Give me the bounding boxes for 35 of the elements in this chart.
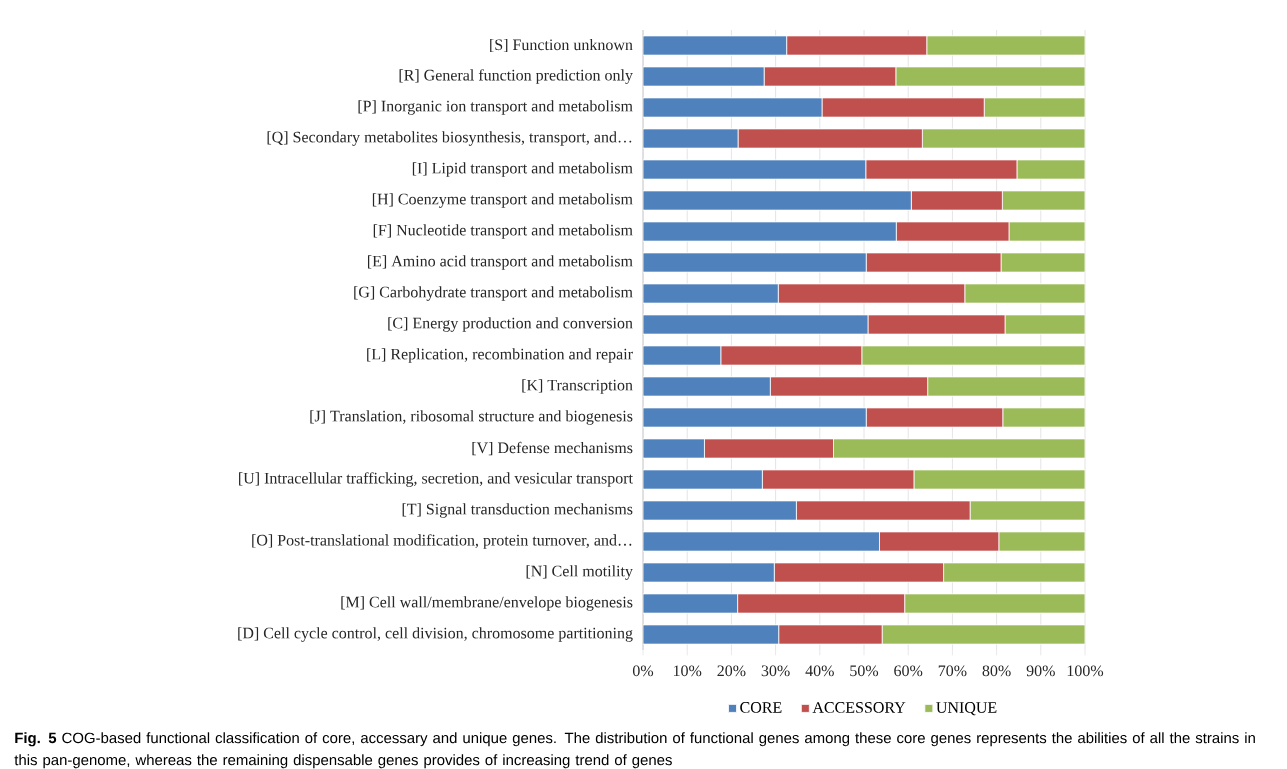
x-tick-label: 20% (717, 665, 746, 677)
x-tick-label: 100% (1067, 665, 1104, 677)
y-tick-label: [R] General function prediction only (399, 69, 633, 84)
y-tick-label: [I] Lipid transport and metabolism (412, 162, 633, 177)
x-tick-label: 70% (938, 665, 967, 677)
text: Fig. 5 COG-based functional classification of core, accessary and unique genes. The distribution of functional genes among these core genes represents the abilities of all the strains in this pan-genome, whereas the remaining dispensable genes provides of increasing trend of genes (14, 732, 1255, 769)
y-tick-label: [G] Carbohydrate transport and metabolism (354, 286, 633, 301)
x-tick-label: 10% (673, 665, 702, 677)
y-tick-label: [O] Post-translational modification, protein turnover, and… (252, 534, 632, 549)
legend-label: CORE (740, 702, 782, 713)
x-tick-label: 90% (1026, 665, 1055, 677)
y-tick-label: [M] Cell wall/membrane/envelope biogenesis (341, 596, 633, 611)
y-tick-label: [J] Translation, ribosomal structure and biogenesis (310, 410, 633, 425)
y-tick-label: [U] Intracellular trafficking, secretion, and vesicular transport (239, 472, 633, 487)
x-tick-label: 30% (761, 665, 790, 677)
legend-label: UNIQUE (936, 702, 997, 716)
y-tick-label: [Q] Secondary metabolites biosynthesis, transport, and… (267, 131, 632, 146)
y-tick-label: [D] Cell cycle control, cell division, chromosome partitioning (238, 627, 633, 642)
y-tick-label: [F] Nucleotide transport and metabolism (373, 224, 633, 239)
x-tick-label: 40% (805, 665, 834, 677)
y-tick-label: [K] Transcription (522, 379, 633, 394)
y-tick-label: [T] Signal transduction mechanisms (402, 503, 633, 518)
y-tick-label: [P] Inorganic ion transport and metabolism (358, 100, 633, 115)
y-tick-label: [V] Defense mechanisms (472, 441, 633, 456)
x-tick-label: 50% (850, 665, 879, 677)
y-tick-label: [C] Energy production and conversion (388, 317, 633, 332)
y-tick-label: [E] Amino acid transport and metabolism (368, 255, 633, 270)
y-tick-label: [S] Function unknown (490, 38, 633, 53)
x-tick-label: 0% (632, 665, 654, 677)
y-tick-label: [N] Cell motility (526, 565, 633, 580)
y-tick-label: [L] Replication, recombination and repair (367, 348, 633, 363)
x-tick-label: 80% (982, 665, 1011, 677)
legend-label: ACCESSORY (812, 702, 906, 713)
x-tick-label: 60% (894, 665, 923, 677)
y-tick-label: [H] Coenzyme transport and metabolism (372, 193, 633, 208)
